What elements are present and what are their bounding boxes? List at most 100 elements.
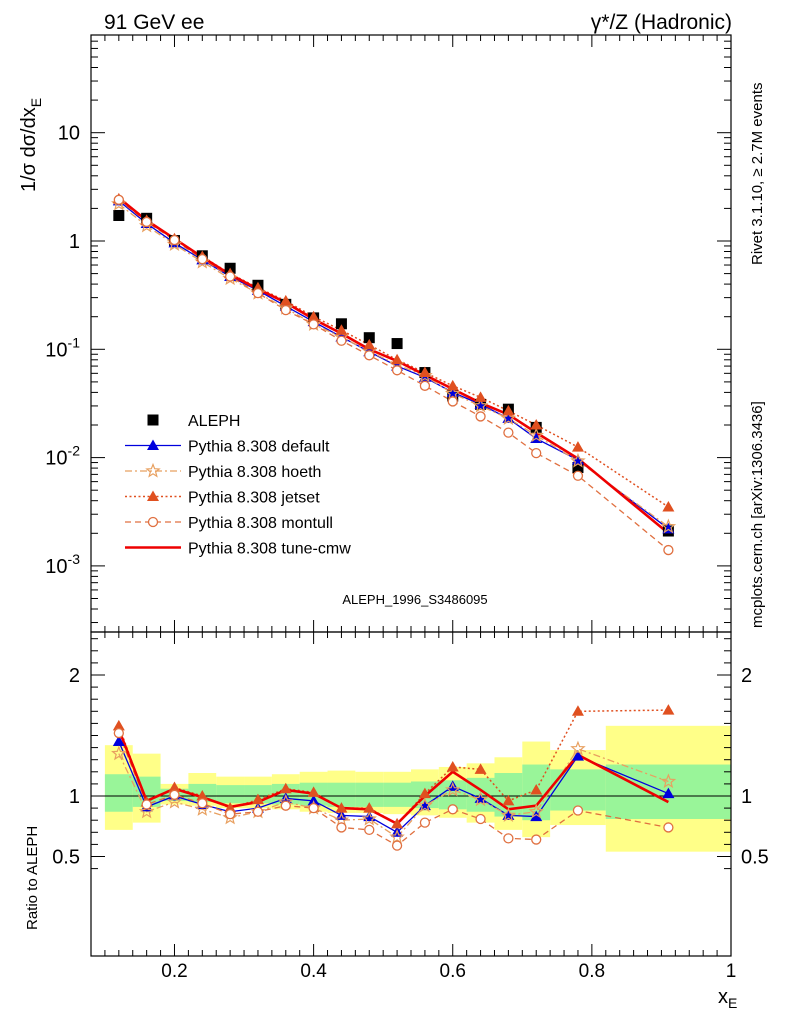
data-point xyxy=(446,760,459,772)
data-point xyxy=(444,781,461,797)
y-tick-label: 10-2 xyxy=(45,443,80,470)
data-point xyxy=(528,803,544,819)
series-group xyxy=(111,192,677,556)
data-point xyxy=(194,801,211,816)
inner-band xyxy=(216,785,245,804)
data-point xyxy=(418,787,431,799)
legend-entry: Pythia 8.308 tune-cmw xyxy=(125,541,351,558)
data-point xyxy=(500,410,517,426)
top-frame xyxy=(90,34,732,633)
data-point xyxy=(113,194,124,205)
y-tick-label: 10 xyxy=(58,123,80,145)
legend-entry: Pythia 8.308 hoeth xyxy=(125,462,321,481)
data-point xyxy=(572,470,584,481)
data-point xyxy=(113,727,124,739)
data-point xyxy=(475,411,486,422)
data-point xyxy=(280,304,291,316)
y-tick-label: 0.5 xyxy=(52,847,80,869)
data-point xyxy=(112,719,125,731)
data-point xyxy=(196,790,209,801)
xaxis-label: xE xyxy=(718,986,737,1011)
x-tick-label: 0.2 xyxy=(161,961,187,982)
data-point xyxy=(335,324,348,335)
data-point xyxy=(251,793,264,805)
data-point xyxy=(336,822,347,833)
legend-label: Pythia 8.308 jetset xyxy=(188,490,320,507)
legend-entry: Pythia 8.308 default xyxy=(125,439,330,456)
data-point xyxy=(307,310,320,322)
y-tick-label-right: 2 xyxy=(741,665,752,687)
y-tick-label: 10-3 xyxy=(45,551,80,578)
top-ylabel: 1/σ dσ/dxE xyxy=(18,98,44,192)
data-point xyxy=(531,447,542,459)
x-tick-label: 0.4 xyxy=(300,961,327,982)
x-tick-label: 0.8 xyxy=(579,961,605,982)
legend-label: Pythia 8.308 tune-cmw xyxy=(188,541,351,558)
data-point xyxy=(530,418,543,430)
series-markers xyxy=(111,195,677,534)
data-point xyxy=(279,782,292,794)
data-point xyxy=(168,781,181,793)
data-point xyxy=(391,840,403,851)
data-point xyxy=(224,809,236,820)
data-point xyxy=(503,427,514,438)
x-tick-label: 0.6 xyxy=(440,961,466,982)
data-point xyxy=(571,441,584,452)
series-line xyxy=(117,728,669,826)
data-point xyxy=(391,365,403,376)
data-point xyxy=(502,404,515,416)
data-point xyxy=(528,427,544,443)
data-point xyxy=(531,834,542,845)
data-point xyxy=(418,366,431,378)
data-point xyxy=(336,335,347,346)
data-point xyxy=(252,806,264,817)
data-point xyxy=(500,807,517,822)
series-markers xyxy=(113,727,674,851)
data-point xyxy=(572,805,584,816)
y-tick-label: 1 xyxy=(69,231,80,253)
data-point xyxy=(361,810,378,826)
y-tick-label: 2 xyxy=(69,665,80,687)
data-point xyxy=(363,332,375,344)
ratio-plot-panel: 0.2 0.4 0.6 0.8 1 0.5 0.5 1 1 2 2 xyxy=(52,631,769,982)
data-point xyxy=(419,817,431,828)
legend-label: ALEPH xyxy=(188,413,240,430)
header-process-label: γ*/Z (Hadronic) xyxy=(591,11,732,34)
inner-band xyxy=(550,769,606,811)
data-point xyxy=(570,452,586,468)
data-point xyxy=(417,797,433,813)
legend-entry: Pythia 8.308 jetset xyxy=(125,490,320,507)
legend-marker xyxy=(147,490,159,501)
data-point xyxy=(391,817,404,829)
data-point xyxy=(417,367,433,383)
rivet-version-label: Rivet 3.1.10, ≥ 2.7M events xyxy=(749,83,766,266)
legend-label: Pythia 8.308 montull xyxy=(188,515,333,532)
data-point xyxy=(113,209,125,221)
uncertainty-bands xyxy=(104,725,731,852)
mcplots-label: mcplots.cern.ch [arXiv:1306.3436] xyxy=(749,401,766,628)
data-point xyxy=(363,802,376,813)
data-point xyxy=(472,397,489,413)
data-point xyxy=(112,735,125,747)
data-point xyxy=(660,773,677,789)
data-point xyxy=(472,791,489,807)
data-point xyxy=(571,705,584,716)
data-point xyxy=(419,380,431,391)
data-point xyxy=(570,740,586,756)
data-point xyxy=(530,783,543,795)
series-line xyxy=(118,199,669,551)
legend-marker xyxy=(147,439,159,450)
data-point xyxy=(335,802,348,813)
data-point xyxy=(503,833,514,844)
data-point xyxy=(197,798,208,809)
data-point xyxy=(662,787,675,799)
data-point xyxy=(335,318,347,330)
inner-band xyxy=(383,782,411,807)
data-point xyxy=(363,338,376,350)
data-point xyxy=(138,803,155,819)
data-point xyxy=(308,319,319,330)
data-point xyxy=(663,544,674,556)
data-point xyxy=(224,271,236,282)
legend-marker xyxy=(147,414,159,426)
